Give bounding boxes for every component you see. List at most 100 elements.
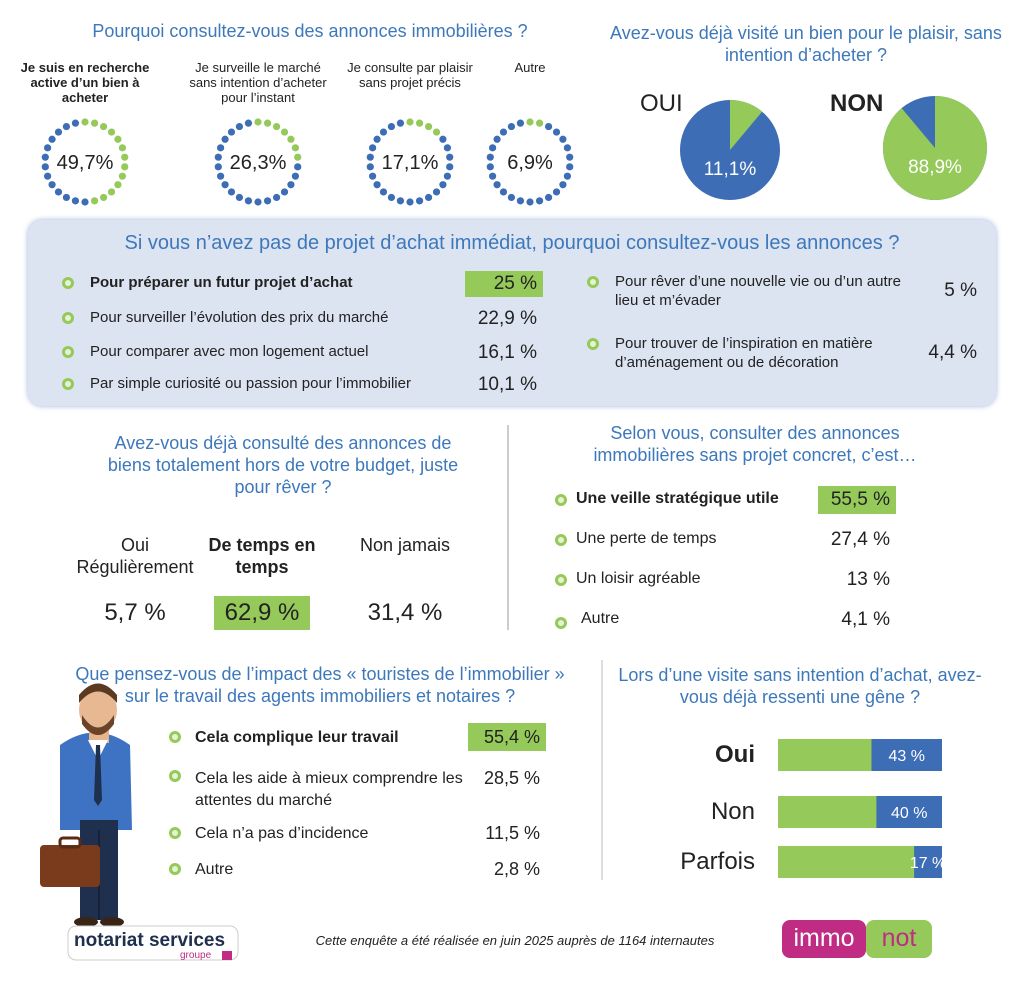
ring-dot — [235, 122, 244, 131]
ring-dot — [424, 122, 433, 131]
value-label: 4,1 % — [841, 609, 890, 630]
bullet-center — [65, 280, 71, 286]
ring-dot — [90, 197, 99, 205]
ring-dot — [221, 181, 229, 189]
ring-dot — [121, 153, 129, 161]
ring-dot — [526, 198, 534, 206]
value-label: 10,1 % — [477, 374, 537, 395]
section-title: Si vous n’avez pas de projet d’achat imm… — [124, 232, 900, 254]
ring-dot — [263, 119, 272, 127]
value-label: 22,9 % — [477, 308, 537, 329]
ring-dot — [507, 122, 516, 131]
ring-dot — [439, 135, 447, 143]
ring-dot — [439, 181, 447, 189]
bullet-center — [590, 341, 596, 347]
item-label: Un loisir agréable — [576, 570, 701, 587]
ring-dot — [62, 193, 71, 202]
bullet-center — [65, 315, 71, 321]
value-label: 11,5 % — [485, 823, 540, 843]
ring-dot — [227, 128, 236, 136]
ring-dot — [71, 197, 80, 205]
ring-dot — [535, 119, 544, 127]
logo-left — [67, 925, 239, 961]
ring-dot — [432, 188, 441, 196]
ring-dot — [291, 144, 300, 152]
ring-dot — [544, 193, 553, 202]
ring-dot — [499, 128, 508, 136]
value-label: 6,9% — [507, 152, 553, 174]
ring-dot — [99, 122, 108, 131]
ring-dot — [379, 128, 388, 136]
ring-dot — [48, 181, 56, 189]
section-title: Selon vous, consulter des annonces immob… — [593, 423, 917, 465]
ring-dot — [43, 172, 52, 180]
item-label: Pour comparer avec mon logement actuel — [90, 343, 369, 360]
item-label: Autre — [581, 610, 620, 627]
ring-dot — [424, 193, 433, 202]
ring-dot — [368, 144, 377, 152]
bullet-center — [172, 734, 178, 740]
brand-left: notariat services — [74, 930, 226, 951]
ring-dot — [48, 135, 56, 143]
value-label: 55,5 % — [818, 486, 896, 514]
ring-dot — [488, 144, 497, 152]
value-label: 49,7% — [57, 152, 114, 174]
footer-note: Cette enquête a été réalisée en juin 202… — [315, 933, 715, 948]
ring-dot — [118, 172, 127, 180]
ring-dot — [244, 197, 253, 205]
ring-dot — [121, 163, 129, 171]
value-label: 4,4 % — [928, 342, 977, 363]
item-label: Cela les aide à mieux comprendre les att… — [195, 770, 463, 809]
ring-dot — [379, 188, 388, 196]
ring-dot — [214, 153, 222, 161]
ring-dot — [415, 197, 424, 205]
value-label: 25 % — [465, 271, 543, 297]
value-label: 43 % — [889, 748, 925, 765]
ring-dot — [486, 153, 494, 161]
ring-dot — [443, 144, 452, 152]
value-label: 27,4 % — [830, 529, 890, 550]
ring-dot — [566, 163, 574, 171]
person — [40, 683, 132, 927]
ring-dot — [107, 128, 116, 136]
bullet-center — [65, 381, 71, 387]
reason-label: Autre — [514, 60, 546, 75]
reason-label: Je surveille le marché sans intention d’… — [189, 60, 327, 105]
bar-label: Non — [710, 798, 755, 825]
logo-right — [782, 920, 932, 958]
dot-ring — [366, 118, 454, 206]
ring-dot — [263, 197, 272, 205]
ring-dot — [507, 193, 516, 202]
ring-dot — [406, 198, 414, 206]
ring-dot — [486, 163, 494, 171]
ring-dot — [118, 144, 127, 152]
ring-dot — [216, 144, 225, 152]
ring-dot — [563, 172, 572, 180]
bar — [914, 846, 942, 878]
ring-dot — [552, 128, 561, 136]
bullet-center — [172, 866, 178, 872]
item-label: Pour préparer un futur projet d’achat — [90, 274, 353, 291]
ring-dot — [446, 163, 454, 171]
bullet-center — [65, 349, 71, 355]
ring-dot — [254, 118, 262, 126]
ring-dot — [396, 119, 405, 127]
ring-dot — [244, 119, 253, 127]
bullet-center — [172, 830, 178, 836]
ring-dot — [43, 144, 52, 152]
value-label: 13 % — [846, 569, 890, 590]
ring-dot — [287, 181, 295, 189]
ring-dot — [544, 122, 553, 131]
value-label: 55,4 % — [468, 723, 546, 751]
dot-ring — [486, 118, 574, 206]
value-label: 26,3% — [230, 152, 287, 174]
value-label: 16,1 % — [477, 342, 537, 363]
item-label: Pour rêver d’une nouvelle vie ou d’un au… — [615, 273, 902, 309]
ring-dot — [559, 181, 567, 189]
ring-dot — [373, 135, 381, 143]
bar-label: Oui — [715, 741, 755, 768]
ring-dot — [446, 153, 454, 161]
ring-dot — [280, 128, 289, 136]
value-label: 40 % — [891, 805, 927, 822]
